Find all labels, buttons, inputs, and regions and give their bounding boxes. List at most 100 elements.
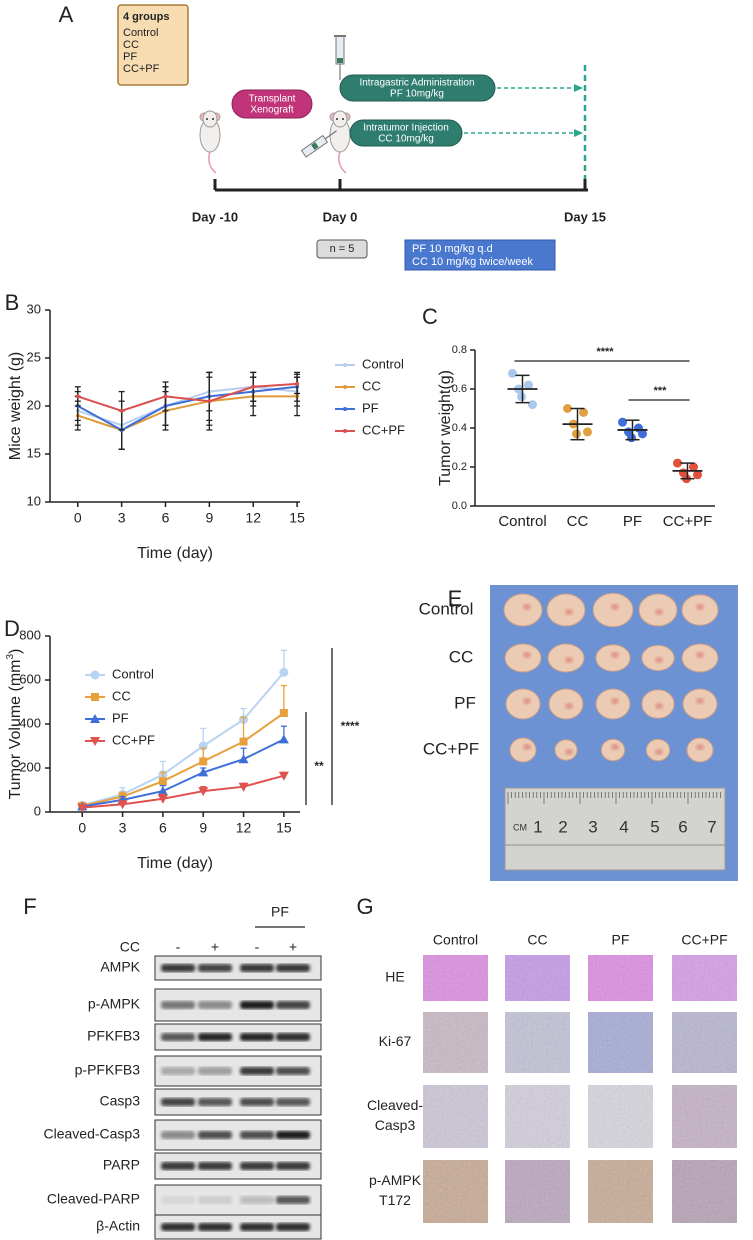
panel-letter: D	[4, 616, 20, 641]
row-label: T172	[379, 1192, 411, 1208]
legend-label: PF	[112, 710, 129, 725]
x-tick-label: 15	[289, 510, 305, 526]
legend-label: Control	[362, 356, 404, 371]
tumor	[503, 593, 543, 627]
x-tick-label: 3	[118, 510, 126, 526]
ihc-texture	[672, 955, 737, 1001]
data-point	[689, 462, 698, 472]
label: CC 10 mg/kg twice/week	[412, 256, 534, 268]
injection-pill	[349, 119, 463, 147]
blot-band	[276, 964, 310, 972]
tumor	[509, 737, 537, 763]
x-tick-label: 3	[119, 820, 127, 836]
mouse-eye	[336, 118, 338, 120]
row-label: Cleaved-	[367, 1097, 423, 1113]
mouse-tail	[208, 150, 217, 174]
arrow-head	[574, 129, 583, 137]
tumor-spot	[696, 652, 704, 658]
groups-box	[117, 4, 189, 86]
tumor	[595, 644, 631, 672]
xenograft-pill	[231, 89, 313, 119]
legend-label: CC+PF	[112, 732, 155, 747]
blot-band	[276, 1131, 310, 1139]
blot-band	[198, 964, 232, 972]
data-point	[524, 380, 533, 390]
label: Intratumor Injection	[363, 123, 449, 134]
treatment-sign: -	[176, 939, 181, 955]
y-axis-label-text: Tumor Volume (mm	[7, 660, 24, 800]
marker	[238, 754, 249, 764]
label: PF	[123, 51, 137, 63]
tumor-spot	[696, 604, 704, 610]
row-label: Casp3	[375, 1117, 416, 1133]
label: PF 10 mg/kg q.d	[412, 243, 493, 255]
tumor-spot	[611, 744, 619, 750]
tumor-spot	[565, 657, 573, 663]
treatment-sign: -	[255, 939, 260, 955]
tumor-spot	[523, 652, 531, 658]
y-tick-label: 15	[27, 445, 41, 460]
x-tick-label: 15	[276, 820, 292, 836]
data-point	[563, 404, 572, 413]
mouse-head	[202, 110, 218, 128]
y-tick-label: 0.6	[452, 383, 467, 395]
marker	[279, 667, 289, 677]
y-tick-label: 0	[34, 803, 41, 818]
treatment-sign: +	[289, 939, 297, 955]
ruler-label: 4	[619, 817, 628, 836]
tumor	[592, 592, 634, 628]
ihc-texture	[505, 955, 570, 1001]
data-point	[583, 427, 592, 437]
x-tick-label: PF	[623, 513, 642, 530]
label: 4 groups	[123, 11, 169, 23]
blot-band	[161, 1162, 195, 1170]
y-tick-label: 30	[27, 301, 41, 316]
x-tick-label: Control	[498, 513, 546, 530]
marker	[251, 384, 256, 389]
blot-band	[276, 1098, 310, 1106]
label: Intragastric Administration	[359, 78, 474, 89]
x-tick-label: 6	[162, 510, 170, 526]
blot-band	[198, 1067, 232, 1075]
significance: ****	[596, 346, 614, 358]
panel-letter: B	[5, 290, 20, 315]
mouse-eye	[212, 118, 214, 120]
row-label: p-AMPK	[369, 1172, 422, 1188]
data-point	[517, 392, 526, 402]
tumor-spot	[565, 703, 573, 709]
mouse-eye	[206, 118, 208, 120]
series-line	[77, 385, 298, 432]
blot-band	[198, 1098, 232, 1106]
tumor-spot	[655, 703, 663, 709]
label: CC	[120, 939, 140, 955]
label: Control	[123, 27, 158, 39]
blot-band	[198, 1033, 232, 1041]
legend-label: CC	[112, 688, 131, 703]
y-axis-label: Tumor Volume (mm3)	[5, 649, 25, 800]
protein-label: AMPK	[100, 959, 140, 975]
panel-letter: E	[448, 586, 463, 611]
y-tick-label: 400	[19, 715, 41, 730]
protein-label: Cleaved-Casp3	[44, 1126, 141, 1142]
legend-marker	[90, 714, 100, 723]
blot-band	[161, 1067, 195, 1075]
x-tick-label: 0	[74, 510, 82, 526]
blot-band	[240, 1067, 274, 1075]
ihc-texture	[423, 955, 488, 1001]
marker	[278, 734, 289, 744]
label: Day -10	[192, 209, 238, 224]
x-tick-label: 6	[159, 820, 167, 836]
protein-label: PARP	[103, 1157, 140, 1173]
data-point	[579, 407, 588, 417]
ihc-texture	[588, 1012, 653, 1073]
legend-marker	[343, 363, 347, 367]
label: CC 10mg/kg	[378, 134, 434, 145]
tumor	[547, 643, 585, 673]
x-axis-label: Time (day)	[137, 545, 213, 562]
y-tick-label: 20	[27, 397, 41, 412]
legend-marker	[90, 737, 100, 746]
ihc-texture	[588, 955, 653, 1001]
tumor-spot	[611, 652, 619, 658]
tumor-spot	[696, 744, 704, 750]
ihc-texture	[672, 1160, 737, 1223]
